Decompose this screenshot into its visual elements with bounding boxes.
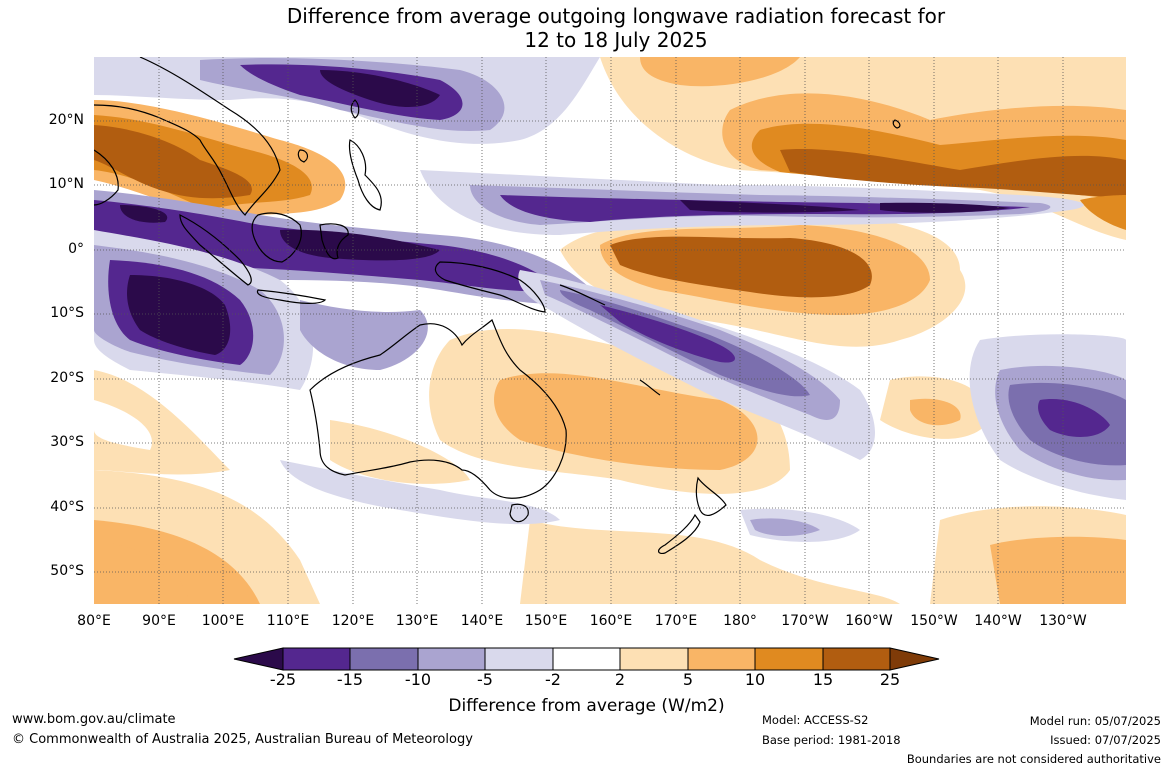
lon-label-140w: 140°W	[974, 613, 1022, 629]
lat-label-30s: 30°S	[50, 434, 84, 450]
colorbar-cell-8	[754, 647, 824, 671]
lon-label-140e: 140°E	[460, 613, 504, 629]
lon-label-170e: 170°E	[654, 613, 698, 629]
lat-label-10s: 10°S	[50, 305, 84, 321]
lon-label-160w: 160°W	[845, 613, 893, 629]
lat-label-20n: 20°N	[48, 112, 84, 128]
lat-label-10n: 10°N	[48, 176, 84, 192]
colorbar	[233, 647, 940, 671]
colorbar-cell-7	[687, 647, 756, 671]
colorbar-caption: Difference from average (W/m2)	[448, 696, 725, 716]
colorbar-cell-9	[822, 647, 891, 671]
model-run-date: Model run: 05/07/2025	[1029, 714, 1161, 728]
lat-label-40s: 40°S	[50, 499, 84, 515]
colorbar-tick: 15	[812, 670, 834, 689]
lat-label-20s: 20°S	[50, 370, 84, 386]
colorbar-cell-0	[233, 647, 284, 671]
lon-label-120e: 120°E	[331, 613, 375, 629]
colorbar-tick: 5	[682, 670, 694, 689]
website-link[interactable]: www.bom.gov.au/climate	[12, 712, 176, 727]
colorbar-tick: -15	[336, 670, 364, 689]
colorbar-cell-1	[282, 647, 351, 671]
lat-label-0: 0°	[68, 241, 84, 257]
colorbar-tick: -25	[269, 670, 297, 689]
issued-date: Issued: 07/07/2025	[1050, 733, 1161, 747]
colorbar-tick: 10	[744, 670, 766, 689]
anomaly-field	[94, 57, 1126, 604]
title-line-1: Difference from average outgoing longwav…	[286, 4, 946, 28]
colorbar-tick: -5	[477, 670, 493, 689]
title-line-2: 12 to 18 July 2025	[524, 28, 708, 52]
colorbar-cell-4	[484, 647, 554, 671]
lon-label-160e: 160°E	[589, 613, 633, 629]
colorbar-tick: -2	[545, 670, 561, 689]
colorbar-cell-6	[619, 647, 689, 671]
colorbar-tick: 25	[879, 670, 901, 689]
base-period: Base period: 1981-2018	[762, 733, 901, 747]
lon-label-180: 180°	[723, 613, 757, 629]
lon-label-150w: 150°W	[910, 613, 958, 629]
graticule	[94, 57, 1126, 604]
colorbar-cell-10	[889, 647, 940, 671]
map-title: Difference from average outgoing longwav…	[0, 4, 1173, 52]
coastlines	[94, 57, 901, 555]
lon-label-110e: 110°E	[266, 613, 310, 629]
colorbar-cell-5	[552, 647, 621, 671]
colorbar-cell-3	[417, 647, 486, 671]
lon-label-100e: 100°E	[201, 613, 245, 629]
lon-label-130w: 130°W	[1039, 613, 1087, 629]
lon-label-130e: 130°E	[395, 613, 439, 629]
lat-label-50s: 50°S	[50, 563, 84, 579]
colorbar-tick: -10	[404, 670, 432, 689]
colorbar-cell-2	[349, 647, 419, 671]
copyright-text: © Commonwealth of Australia 2025, Austra…	[12, 732, 473, 747]
model-name: Model: ACCESS-S2	[762, 713, 869, 727]
boundaries-disclaimer: Boundaries are not considered authoritat…	[906, 752, 1161, 766]
lon-label-150e: 150°E	[524, 613, 568, 629]
lon-label-80e: 80°E	[77, 613, 111, 629]
lon-label-170w: 170°W	[781, 613, 829, 629]
lon-label-90e: 90°E	[142, 613, 176, 629]
colorbar-tick: 2	[614, 670, 626, 689]
